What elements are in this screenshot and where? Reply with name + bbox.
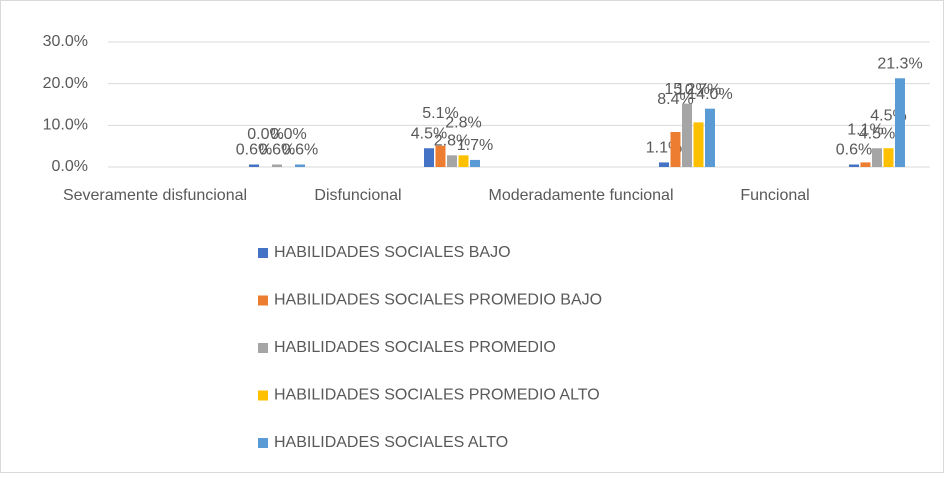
bar — [693, 122, 704, 167]
bar — [470, 159, 480, 167]
bar — [272, 164, 282, 167]
x-tick-label: Disfuncional — [314, 187, 401, 204]
y-tick-label: 20.0% — [43, 75, 88, 92]
legend-label: HABILIDADES SOCIALES PROMEDIO ALTO — [274, 387, 600, 404]
x-tick-label: Funcional — [740, 187, 809, 204]
bar — [682, 103, 692, 167]
data-label: 0.0% — [247, 126, 283, 143]
legend-label: HABILIDADES SOCIALES PROMEDIO — [274, 339, 556, 356]
bar — [895, 78, 905, 167]
y-tick-label: 10.0% — [43, 117, 88, 134]
x-tick-label: Severamente disfuncional — [63, 187, 247, 204]
bar — [447, 155, 457, 167]
data-label: 0.6% — [836, 142, 872, 159]
bar — [849, 164, 859, 167]
data-label: 0.0% — [270, 126, 306, 143]
data-label: 2.8% — [434, 133, 470, 150]
data-label: 21.3% — [877, 55, 922, 72]
bar — [295, 164, 305, 167]
data-label: 5.1% — [422, 105, 458, 122]
bar — [670, 132, 681, 167]
legend-swatch — [258, 248, 268, 258]
legend-swatch — [258, 295, 268, 306]
legend-label: HABILIDADES SOCIALES PROMEDIO BAJO — [274, 292, 602, 309]
legend-swatch — [258, 343, 268, 353]
bar — [435, 145, 446, 167]
bar — [705, 108, 715, 167]
bar — [249, 164, 259, 167]
legend-swatch — [258, 438, 268, 448]
bar — [659, 162, 669, 167]
x-tick-label: Moderadamente funcional — [488, 187, 673, 204]
data-label: 1.1% — [847, 122, 883, 139]
bar — [860, 162, 871, 167]
data-label: 2.8% — [445, 115, 481, 132]
data-label: 0.6% — [282, 142, 318, 159]
bar — [458, 155, 469, 167]
bar — [424, 148, 434, 167]
data-label: 0.6% — [259, 142, 295, 159]
data-label: 4.5% — [411, 125, 447, 142]
legend-label: HABILIDADES SOCIALES ALTO — [274, 434, 508, 451]
bar — [872, 148, 882, 167]
legend-label: HABILIDADES SOCIALES BAJO — [274, 244, 511, 261]
legend-swatch — [258, 390, 268, 401]
data-label: 1.7% — [457, 137, 493, 154]
y-tick-label: 30.0% — [43, 33, 88, 50]
bar — [883, 148, 894, 167]
data-label: 4.5% — [859, 125, 895, 142]
y-tick-label: 0.0% — [52, 158, 88, 175]
data-label: 15.2% — [664, 81, 709, 98]
data-label: 10.7% — [676, 82, 721, 99]
data-label: 14.0% — [687, 86, 732, 103]
data-label: 0.6% — [236, 142, 272, 159]
